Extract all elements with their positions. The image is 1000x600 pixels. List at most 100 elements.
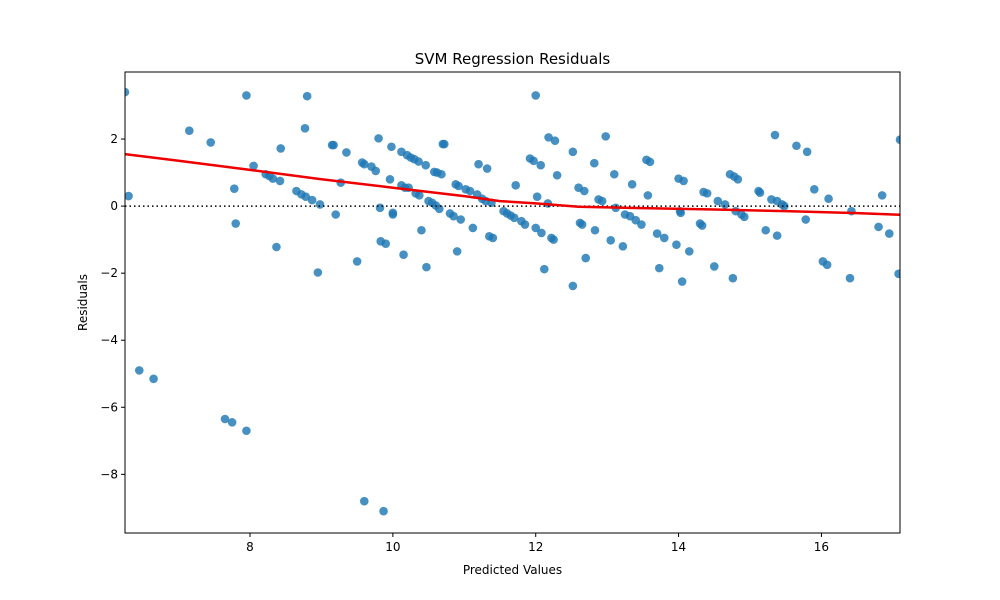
data-point	[276, 144, 286, 153]
data-point	[509, 213, 519, 223]
data-point	[672, 240, 681, 249]
data-point	[590, 225, 600, 235]
data-point	[331, 210, 341, 219]
data-point	[227, 418, 237, 427]
data-point	[399, 250, 408, 260]
data-point	[770, 130, 780, 140]
data-point	[739, 212, 749, 222]
data-point	[720, 200, 730, 209]
data-point	[387, 142, 396, 152]
data-point	[618, 242, 628, 251]
data-point	[125, 191, 133, 201]
data-point	[381, 239, 391, 248]
y-tick-label: −8	[100, 467, 118, 481]
data-point	[439, 139, 449, 149]
data-point	[313, 268, 323, 277]
data-point	[606, 236, 616, 245]
data-point	[268, 174, 278, 183]
data-point	[627, 180, 637, 189]
data-point	[231, 219, 241, 228]
data-point	[677, 277, 687, 286]
data-point	[352, 257, 362, 266]
data-point	[301, 192, 311, 202]
data-point	[302, 91, 312, 101]
data-point	[652, 229, 662, 238]
y-axis-label: Residuals	[76, 274, 90, 331]
data-point	[315, 200, 325, 209]
data-point	[531, 223, 541, 233]
data-point	[511, 181, 521, 190]
x-tick-label: 10	[385, 540, 400, 554]
data-point	[761, 225, 771, 235]
data-point	[709, 262, 719, 271]
data-point	[544, 133, 553, 142]
data-point	[643, 191, 653, 200]
data-point	[809, 185, 819, 194]
data-point	[679, 176, 688, 186]
data-point	[601, 132, 611, 141]
data-point	[568, 147, 578, 157]
data-point	[802, 147, 812, 157]
data-point	[697, 221, 707, 230]
data-point	[824, 194, 833, 204]
data-point	[531, 91, 541, 100]
data-point	[895, 135, 900, 145]
data-point	[482, 164, 492, 173]
data-point	[275, 176, 285, 186]
data-point	[801, 215, 811, 224]
y-tick-label: 0	[110, 199, 118, 213]
data-point	[359, 496, 369, 506]
data-point	[452, 247, 462, 256]
y-tick-label: −2	[100, 266, 118, 280]
data-point	[676, 208, 686, 218]
data-point	[220, 414, 230, 424]
data-point	[702, 189, 712, 198]
data-point	[822, 260, 832, 270]
data-point	[206, 138, 216, 147]
data-point	[536, 160, 546, 170]
data-point	[577, 220, 587, 229]
data-point	[884, 229, 894, 238]
data-point	[242, 91, 251, 100]
data-point	[329, 140, 338, 150]
data-point	[550, 136, 560, 146]
y-tick-label: 2	[110, 132, 118, 146]
data-point	[537, 228, 546, 238]
data-point	[307, 195, 317, 205]
data-point	[772, 231, 782, 240]
data-point	[414, 191, 424, 200]
data-point	[589, 158, 599, 168]
data-point	[874, 222, 883, 232]
data-point	[184, 126, 194, 135]
data-point	[125, 87, 130, 97]
data-point	[134, 366, 144, 375]
data-point	[579, 186, 589, 196]
x-axis-label: Predicted Values	[463, 563, 562, 577]
plot-content	[125, 87, 900, 516]
data-point	[529, 156, 538, 166]
data-point	[474, 159, 483, 169]
data-point	[421, 160, 431, 170]
data-point	[654, 263, 664, 273]
data-point	[422, 262, 431, 272]
plot-area	[125, 87, 900, 516]
data-point	[437, 169, 446, 179]
data-point	[414, 157, 423, 166]
data-point	[845, 273, 855, 283]
data-point	[779, 201, 789, 211]
data-point	[894, 269, 900, 279]
data-point	[342, 148, 351, 157]
data-point	[609, 169, 619, 179]
y-tick-label: −6	[100, 400, 118, 414]
data-point	[684, 247, 694, 256]
data-point	[713, 196, 723, 206]
data-point	[597, 196, 607, 206]
data-point	[385, 174, 395, 184]
data-point	[581, 253, 591, 263]
data-point	[417, 225, 426, 235]
data-point	[449, 211, 458, 221]
data-point	[465, 186, 475, 196]
data-point	[229, 184, 239, 193]
data-point	[532, 192, 542, 202]
